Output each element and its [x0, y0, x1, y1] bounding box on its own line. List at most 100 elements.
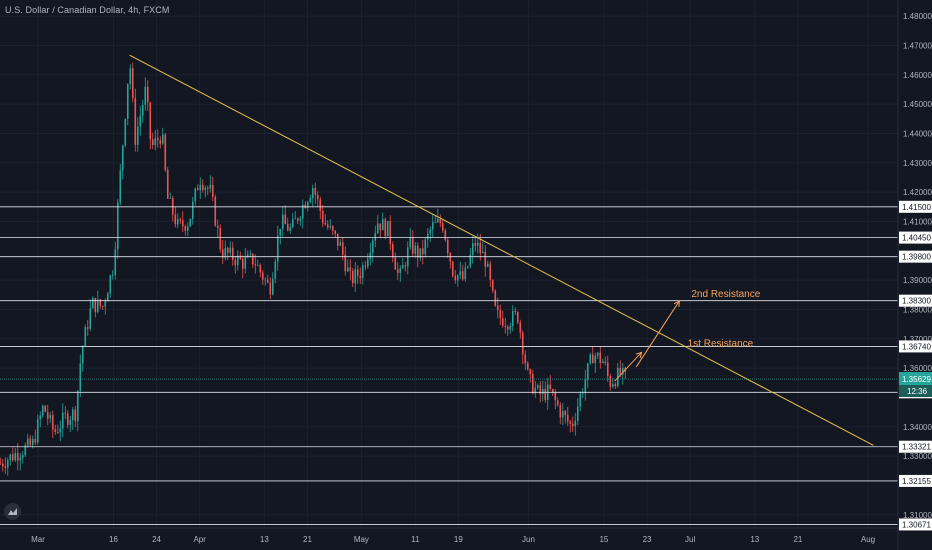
- symbol-title: U.S. Dollar / Canadian Dollar, 4h, FXCM: [5, 5, 170, 15]
- candle-body: [109, 275, 112, 294]
- x-tick-label: 16: [109, 535, 118, 544]
- annotation-2nd-resistance[interactable]: 2nd Resistance: [691, 289, 760, 300]
- candle-body: [399, 268, 402, 273]
- y-tick-label: 1.46000: [903, 71, 932, 80]
- candle-body: [286, 224, 289, 231]
- y-tick-label: 1.47000: [903, 41, 932, 50]
- candle-body: [84, 327, 87, 347]
- candle-body: [256, 265, 259, 266]
- level-label-box: [899, 294, 932, 307]
- candle-body: [581, 393, 584, 394]
- candle-body: [184, 226, 187, 231]
- y-tick-label: 1.31000: [903, 511, 932, 520]
- candle-body: [521, 332, 524, 355]
- level-label: 1.32155: [902, 477, 931, 486]
- price-axis[interactable]: 1.48000 1.47000 1.46000 1.45000 1.44000 1.430…: [903, 12, 932, 520]
- candle-body: [464, 267, 467, 280]
- y-tick-label: 1.41000: [903, 217, 932, 226]
- candle-body: [264, 279, 267, 281]
- candle-body: [596, 352, 599, 356]
- horizontal-levels[interactable]: [0, 206, 898, 525]
- candle-body: [559, 405, 562, 418]
- candle-body: [479, 242, 482, 254]
- candle-body: [9, 454, 12, 461]
- level-label-box: [899, 474, 932, 487]
- candle-body: [291, 219, 294, 228]
- candle-body: [226, 247, 229, 253]
- trendline-group[interactable]: [129, 54, 874, 446]
- candle-body: [431, 222, 434, 230]
- candle-body: [59, 428, 62, 433]
- candle-body: [486, 263, 489, 267]
- trendline[interactable]: [129, 54, 874, 446]
- arrow-2nd-resistance[interactable]: [635, 300, 680, 368]
- candle-body: [249, 253, 252, 255]
- annotations[interactable]: 2nd Resistance 1st Resistance: [614, 289, 761, 382]
- candle-body: [484, 251, 487, 267]
- x-tick-label: 24: [152, 535, 161, 544]
- candle-body: [69, 420, 72, 425]
- logo-glyph: [8, 508, 17, 515]
- candle-body: [606, 362, 609, 377]
- candle-body: [384, 219, 387, 237]
- candle-body: [609, 376, 612, 387]
- candle-body: [279, 228, 282, 236]
- candle-body: [1, 463, 4, 467]
- candle-body: [576, 406, 579, 421]
- candle-body: [444, 230, 447, 241]
- candle-body: [221, 249, 224, 258]
- level-labels: 1.415001.404501.398001.383001.367401.351…: [899, 200, 932, 531]
- candle-body: [574, 420, 577, 427]
- candle-body: [274, 261, 277, 279]
- candle-body: [144, 86, 147, 105]
- arrow-1st-resistance[interactable]: [614, 351, 643, 382]
- candle-body: [416, 245, 419, 258]
- candle-body: [236, 255, 239, 266]
- candle-body: [154, 138, 157, 146]
- candle-body: [519, 322, 522, 333]
- time-axis[interactable]: Mar 16 24 Apr 13 21 May 11 19 Jun 15 23 Jul 13 21 Aug: [31, 535, 875, 544]
- candle-body: [589, 354, 592, 364]
- candle-body: [369, 252, 372, 259]
- candle-body: [281, 214, 284, 229]
- y-tick-label: 1.37000: [903, 335, 932, 344]
- candle-body: [159, 140, 162, 144]
- annotation-1st-resistance[interactable]: 1st Resistance: [688, 338, 754, 349]
- candle-body: [561, 411, 564, 418]
- candle-body: [436, 218, 439, 222]
- candle-body: [466, 266, 469, 268]
- candle-body: [496, 305, 499, 311]
- candle-body: [14, 452, 17, 461]
- candle-body: [329, 226, 332, 228]
- x-tick-label: Apr: [193, 535, 206, 544]
- arrowhead-2nd-resistance: [673, 300, 680, 307]
- candle-body: [539, 385, 542, 395]
- level-label-box: [899, 340, 932, 353]
- candle-body: [601, 361, 604, 363]
- candle-body: [536, 385, 539, 388]
- candle-body: [516, 312, 519, 323]
- candle-body: [351, 270, 354, 284]
- candle-body: [534, 387, 537, 394]
- candle-body: [319, 199, 322, 212]
- candle-body: [594, 355, 597, 364]
- y-tick-label: 1.44000: [903, 129, 932, 138]
- level-label-box: [899, 518, 932, 531]
- candle-body: [139, 115, 142, 127]
- candle-body: [204, 187, 207, 190]
- candle-body: [471, 243, 474, 255]
- candle-body: [141, 104, 144, 116]
- x-tick-label: 11: [411, 535, 420, 544]
- candle-body: [571, 423, 574, 427]
- candle-body: [374, 233, 377, 241]
- candle-body: [491, 280, 494, 291]
- candle-body: [131, 68, 134, 99]
- tradingview-logo-icon[interactable]: [4, 503, 21, 520]
- candle-body: [481, 251, 484, 254]
- candle-body: [294, 218, 297, 220]
- candle-body: [361, 265, 364, 279]
- candle-body: [54, 429, 57, 433]
- candle-body: [11, 454, 14, 461]
